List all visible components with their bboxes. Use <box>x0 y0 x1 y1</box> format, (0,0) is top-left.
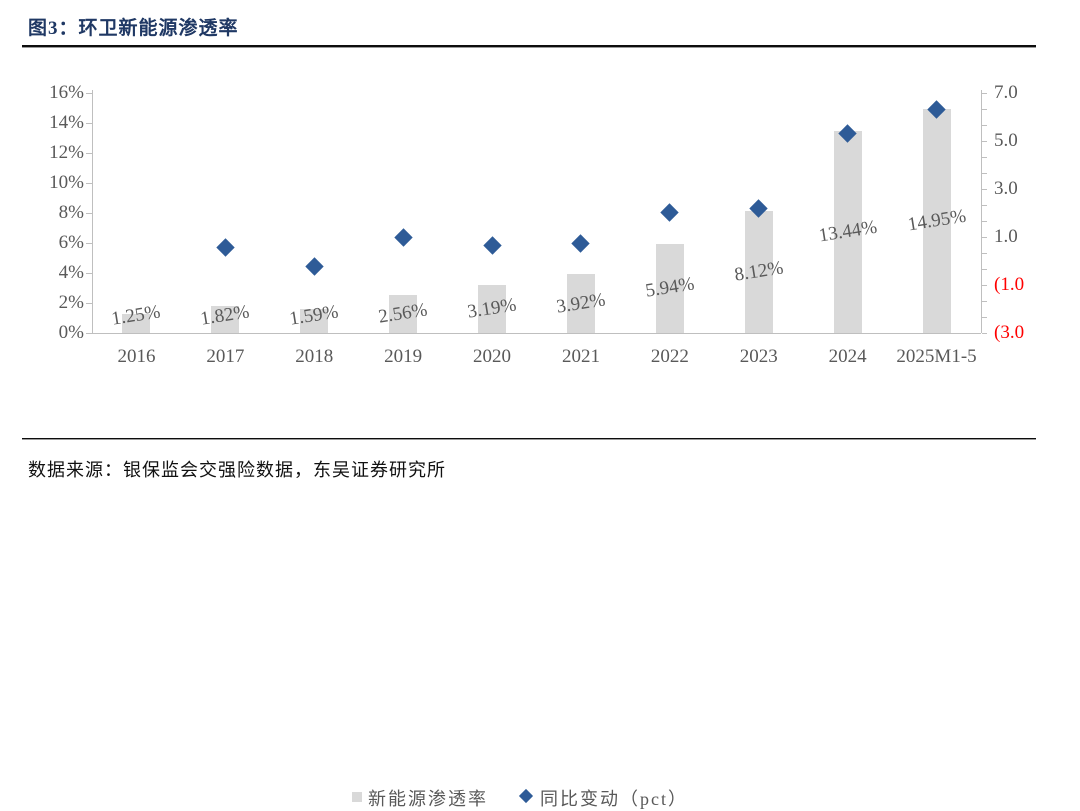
bar-2021 <box>566 274 595 333</box>
legend-scatter-label: 同比变动（pct） <box>540 789 688 809</box>
right-axis-tick <box>982 317 987 318</box>
figure-title: 图3：环卫新能源渗透率 <box>28 18 239 39</box>
left-axis-tick <box>86 153 92 154</box>
left-axis-tick <box>86 183 92 184</box>
legend-bar-square-icon <box>352 792 362 802</box>
right-axis-tick <box>982 269 987 270</box>
left-axis-tick <box>86 213 92 214</box>
left-axis-tick-label: 4% <box>58 262 84 283</box>
right-axis-tick-label: 7.0 <box>994 82 1018 103</box>
right-axis-tick-label: 1.0 <box>994 226 1018 247</box>
right-axis-tick <box>982 125 987 126</box>
footer-divider-line <box>22 438 1036 440</box>
bar-2016 <box>122 314 151 333</box>
left-axis-tick <box>86 123 92 124</box>
chart-legend: 新能源渗透率 同比变动（pct） <box>0 391 1080 809</box>
x-axis-label-2021: 2021 <box>561 346 600 367</box>
right-axis-tick <box>982 109 987 110</box>
legend-bar-label: 新能源渗透率 <box>368 789 488 809</box>
right-axis-tick <box>982 157 987 158</box>
title-divider-line <box>22 45 1036 48</box>
right-axis-tick <box>982 141 987 142</box>
left-axis-tick-label: 8% <box>58 202 84 223</box>
left-axis-tick-label: 6% <box>58 232 84 253</box>
right-axis-tick <box>982 301 987 302</box>
left-y-axis-line <box>92 90 93 333</box>
right-axis-tick-label: (1.0 <box>994 274 1025 295</box>
yoy-diamond-marker-2017 <box>216 238 235 257</box>
x-axis-label-2022: 2022 <box>650 346 689 367</box>
bar-2018 <box>300 309 329 333</box>
x-axis-label-2016: 2016 <box>117 346 156 367</box>
yoy-diamond-marker-2021 <box>571 234 591 253</box>
x-axis-label-2023: 2023 <box>739 346 778 367</box>
left-axis-tick <box>86 243 92 244</box>
legend-diamond-icon <box>518 788 534 804</box>
right-axis-tick <box>982 237 987 238</box>
left-axis-tick-label: 16% <box>49 82 84 103</box>
x-axis-label-2017: 2017 <box>206 346 245 367</box>
right-axis-tick <box>982 205 987 206</box>
left-axis-tick <box>86 303 92 304</box>
right-axis-tick-label: 5.0 <box>994 130 1018 151</box>
left-axis-tick-label: 14% <box>49 112 84 133</box>
x-axis-label-2019: 2019 <box>384 346 423 367</box>
yoy-diamond-marker-2020 <box>482 236 502 256</box>
x-axis-line <box>92 333 981 334</box>
right-axis-tick-label: 3.0 <box>994 178 1018 199</box>
left-axis-tick-label: 0% <box>58 322 84 343</box>
bar-2023 <box>744 211 773 333</box>
right-axis-tick <box>982 189 987 190</box>
bar-2022 <box>655 243 684 333</box>
right-y-axis-line <box>981 90 982 333</box>
right-axis-tick <box>982 253 987 254</box>
x-axis-label-2018: 2018 <box>295 346 334 367</box>
right-axis-tick <box>982 93 987 94</box>
left-axis-tick-label: 2% <box>58 292 84 313</box>
left-axis-tick <box>86 333 92 334</box>
yoy-diamond-marker-2019 <box>393 228 413 247</box>
bar-2019 <box>389 294 418 333</box>
bar-2017 <box>211 305 240 333</box>
right-axis-tick <box>982 285 987 286</box>
data-source-note: 数据来源：银保监会交强险数据，东吴证券研究所 <box>28 460 446 480</box>
right-axis-tick-label: (3.0 <box>994 322 1025 343</box>
right-axis-tick <box>982 173 987 174</box>
x-axis-label-2020: 2020 <box>473 346 512 367</box>
left-axis-tick <box>86 93 92 94</box>
bar-2024 <box>833 131 862 333</box>
bar-2020 <box>478 285 507 333</box>
left-axis-tick <box>86 273 92 274</box>
bar-2025M1-5 <box>922 108 951 333</box>
left-axis-tick-label: 10% <box>49 172 84 193</box>
left-axis-tick-label: 12% <box>49 142 84 163</box>
x-axis-label-2024: 2024 <box>828 346 867 367</box>
yoy-diamond-marker-2022 <box>660 203 680 222</box>
yoy-diamond-marker-2018 <box>305 257 324 276</box>
right-axis-tick <box>982 333 987 334</box>
x-axis-label-2025M1-5: 2025M1-5 <box>896 346 977 367</box>
right-axis-tick <box>982 221 987 222</box>
